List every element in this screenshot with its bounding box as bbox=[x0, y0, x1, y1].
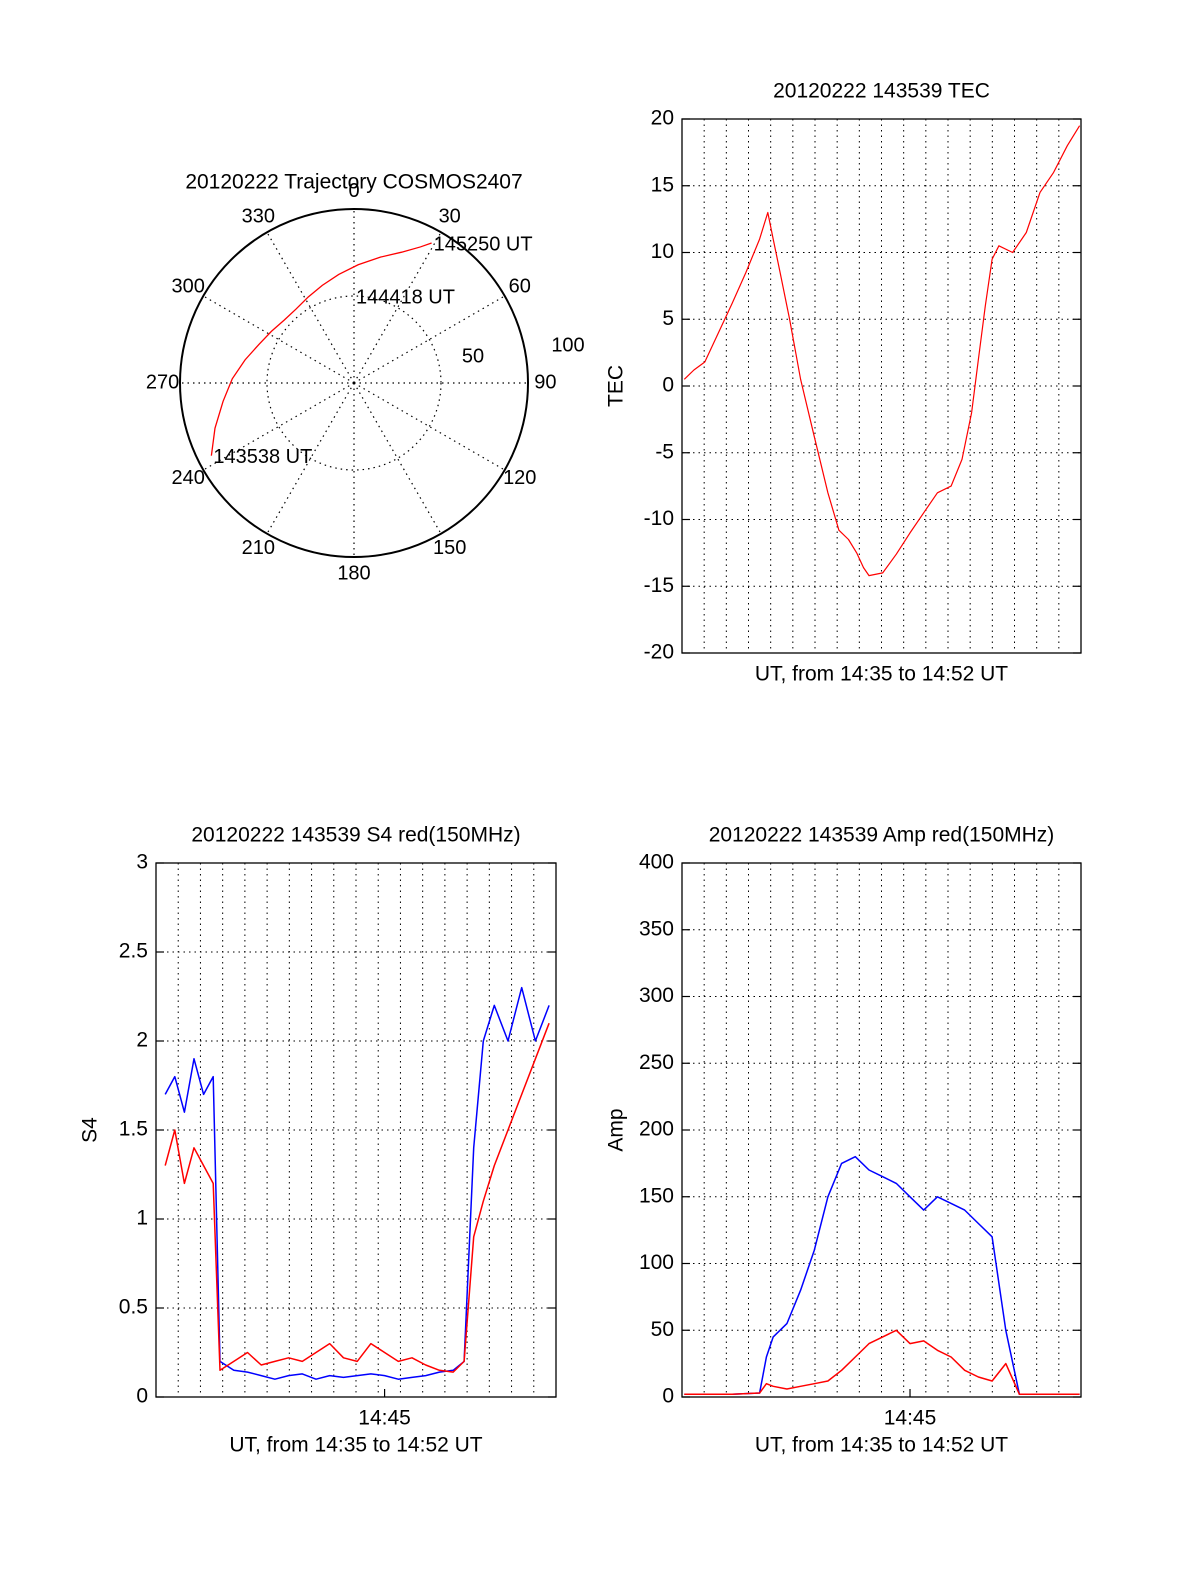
y-tick-label: 300 bbox=[639, 984, 674, 1007]
red-series-line bbox=[683, 125, 1081, 577]
azimuth-tick-label: 60 bbox=[509, 276, 531, 298]
y-tick-label: 250 bbox=[639, 1051, 674, 1074]
y-tick-label: 400 bbox=[639, 851, 674, 874]
y-tick-label: 2.5 bbox=[119, 940, 148, 963]
azimuth-tick-label: 120 bbox=[503, 467, 536, 489]
y-tick-label: -10 bbox=[644, 507, 674, 530]
y-tick-label: 350 bbox=[639, 917, 674, 940]
polar-spoke bbox=[353, 382, 505, 471]
polar-spoke bbox=[203, 295, 355, 384]
chart-title: 20120222 143539 S4 red(150MHz) bbox=[191, 824, 520, 847]
time-annotation: 145250 UT bbox=[434, 233, 533, 255]
polar-spoke bbox=[353, 295, 505, 384]
series-group bbox=[164, 986, 550, 1380]
red-series-line bbox=[164, 1022, 550, 1373]
polar-spoke bbox=[266, 382, 355, 534]
azimuth-tick-label: 150 bbox=[433, 537, 466, 559]
chart-title: 20120222 Trajectory COSMOS2407 bbox=[185, 171, 522, 194]
polar-spoke bbox=[353, 232, 442, 384]
time-annotation: 143538 UT bbox=[213, 446, 312, 468]
tec-plot: 20120222 143539 TEC 20 15 10 5 0 -5 -10 -15 -20 UT… bbox=[605, 80, 1082, 686]
azimuth-tick-label: 210 bbox=[242, 537, 275, 559]
amp-plot: 20120222 143539 Amp red(150MHz) 400 350 300… bbox=[605, 824, 1082, 1457]
y-axis-label: Amp bbox=[605, 1108, 628, 1151]
series-group bbox=[683, 125, 1081, 577]
y-tick-label: -15 bbox=[644, 574, 674, 597]
y-tick-label: 0 bbox=[662, 374, 674, 397]
polar-spoke bbox=[203, 382, 355, 471]
x-axis-label: UT, from 14:35 to 14:52 UT bbox=[229, 1434, 482, 1457]
y-tick-label: -20 bbox=[644, 641, 674, 664]
red-series-line bbox=[684, 1329, 1080, 1396]
y-tick-label: -5 bbox=[655, 440, 674, 463]
azimuth-tick-label: 180 bbox=[337, 563, 370, 585]
chart-title: 20120222 143539 TEC bbox=[773, 80, 990, 103]
y-tick-label: 1.5 bbox=[119, 1118, 148, 1141]
y-tick-label: 5 bbox=[662, 307, 674, 330]
azimuth-tick-label: 90 bbox=[534, 371, 556, 393]
y-tick-label: 0.5 bbox=[119, 1296, 148, 1319]
y-tick-label: 50 bbox=[651, 1318, 674, 1341]
y-tick-label: 150 bbox=[639, 1184, 674, 1207]
y-tick-label: 3 bbox=[136, 851, 148, 874]
chart-title: 20120222 143539 Amp red(150MHz) bbox=[709, 824, 1055, 847]
s4-plot: 20120222 143539 S4 red(150MHz) 3 2.5 2 1.5 1 0… bbox=[79, 824, 557, 1457]
plot-frame bbox=[681, 118, 1082, 654]
blue-series-line bbox=[164, 986, 550, 1380]
polar-spoke bbox=[353, 382, 442, 534]
y-tick-label: 0 bbox=[136, 1385, 148, 1408]
azimuth-tick-label: 30 bbox=[439, 206, 461, 228]
y-tick-label: 1 bbox=[136, 1207, 148, 1230]
y-tick-label: 100 bbox=[639, 1251, 674, 1274]
azimuth-tick-label: 240 bbox=[172, 467, 205, 489]
plot-frame bbox=[155, 862, 557, 1398]
azimuth-tick-label: 300 bbox=[172, 276, 205, 298]
azimuth-tick-label: 330 bbox=[242, 206, 275, 228]
azimuth-tick-label: 0 bbox=[348, 180, 359, 202]
y-tick-label: 10 bbox=[651, 240, 674, 263]
y-axis-label: TEC bbox=[605, 365, 628, 407]
y-tick-label: 15 bbox=[651, 173, 674, 196]
y-tick-label: 2 bbox=[136, 1029, 148, 1052]
polar-outer-circle bbox=[179, 208, 529, 558]
x-tick-label: 14:45 bbox=[884, 1407, 937, 1430]
y-axis-label: S4 bbox=[79, 1117, 102, 1143]
radius-tick-label: 50 bbox=[462, 345, 484, 367]
y-tick-label: 200 bbox=[639, 1118, 674, 1141]
polar-spoke bbox=[266, 232, 355, 384]
y-tick-label: 20 bbox=[651, 107, 674, 130]
x-axis-label: UT, from 14:35 to 14:52 UT bbox=[755, 1434, 1008, 1457]
y-tick-label: 0 bbox=[662, 1385, 674, 1408]
time-annotation: 144418 UT bbox=[356, 286, 455, 308]
polar-grid-circle bbox=[266, 295, 442, 471]
series-group bbox=[684, 1155, 1080, 1396]
trajectory-series-line bbox=[210, 242, 432, 456]
plot-frame bbox=[681, 862, 1082, 1398]
radius-tick-label: 100 bbox=[551, 334, 584, 356]
azimuth-tick-label: 270 bbox=[146, 371, 179, 393]
x-tick-label: 14:45 bbox=[358, 1407, 411, 1430]
x-axis-label: UT, from 14:35 to 14:52 UT bbox=[755, 663, 1008, 686]
